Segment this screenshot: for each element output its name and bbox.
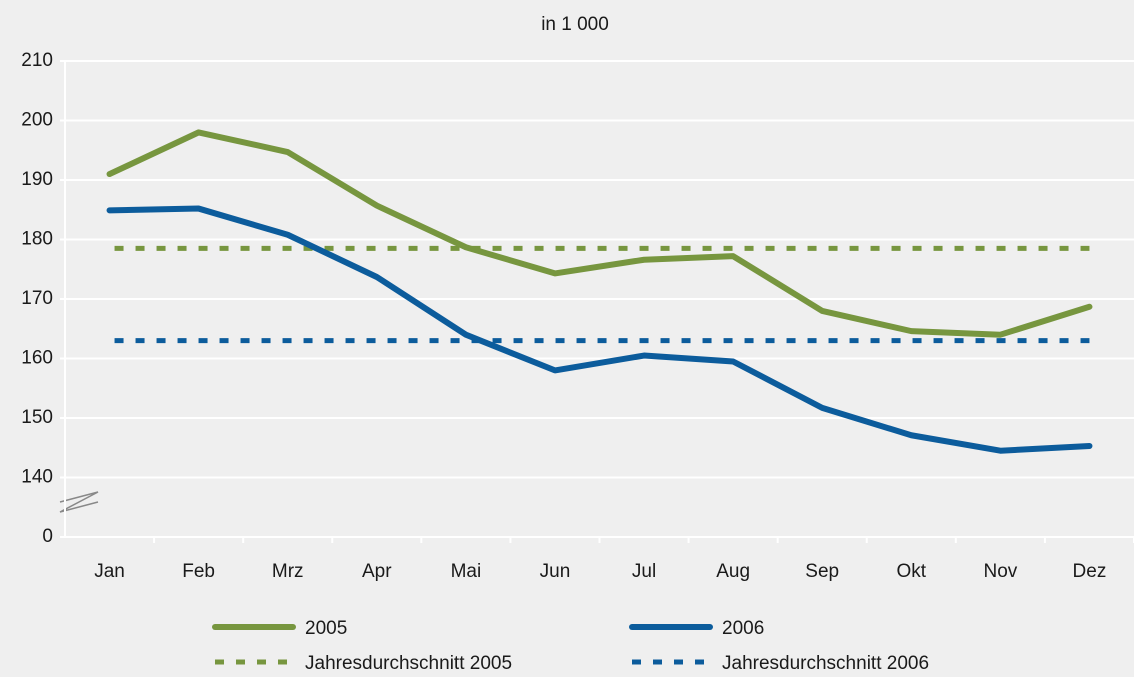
y-tick-label: 0 xyxy=(42,526,53,547)
legend-label: 2005 xyxy=(305,618,347,639)
y-tick-label: 140 xyxy=(21,467,53,488)
x-tick-label: Dez xyxy=(1073,561,1107,582)
x-tick-label: Nov xyxy=(983,561,1017,582)
series-line xyxy=(106,205,1093,454)
series-line xyxy=(106,129,1093,338)
x-tick-label: Feb xyxy=(182,561,215,582)
x-tick-label: Mrz xyxy=(272,561,304,582)
x-tick-label: Mai xyxy=(451,561,482,582)
legend-label: Jahresdurchschnitt 2006 xyxy=(722,653,929,674)
y-tick-label: 190 xyxy=(21,169,53,190)
x-tick-label: Apr xyxy=(362,561,392,582)
y-tick-label: 180 xyxy=(21,229,53,250)
x-tick-label: Okt xyxy=(897,561,927,582)
x-tick-label: Jun xyxy=(540,561,571,582)
legend-label: Jahresdurchschnitt 2005 xyxy=(305,653,512,674)
x-tick-label: Jan xyxy=(94,561,125,582)
y-tick-label: 210 xyxy=(21,50,53,71)
legend-label: 2006 xyxy=(722,618,764,639)
x-tick-label: Jul xyxy=(632,561,656,582)
y-tick-label: 200 xyxy=(21,110,53,131)
x-tick-label: Sep xyxy=(805,561,839,582)
x-tick-label: Aug xyxy=(716,561,750,582)
chart-title: in 1 000 xyxy=(541,14,609,35)
y-tick-label: 150 xyxy=(21,407,53,428)
y-tick-label: 160 xyxy=(21,348,53,369)
y-tick-label: 170 xyxy=(21,288,53,309)
axis-break xyxy=(59,491,99,513)
